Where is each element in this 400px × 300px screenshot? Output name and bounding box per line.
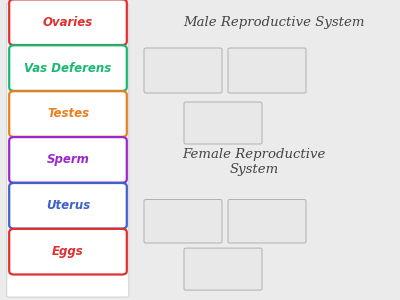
FancyBboxPatch shape xyxy=(9,183,127,229)
Text: Ovaries: Ovaries xyxy=(43,16,93,29)
Text: Testes: Testes xyxy=(47,107,89,121)
Text: Uterus: Uterus xyxy=(46,199,90,212)
Text: Sperm: Sperm xyxy=(46,153,90,167)
FancyBboxPatch shape xyxy=(9,0,127,45)
FancyBboxPatch shape xyxy=(9,91,127,137)
FancyBboxPatch shape xyxy=(144,200,222,243)
FancyBboxPatch shape xyxy=(228,200,306,243)
Text: Female Reproductive
System: Female Reproductive System xyxy=(182,148,326,176)
FancyBboxPatch shape xyxy=(7,4,129,297)
Text: Male Reproductive System: Male Reproductive System xyxy=(183,16,365,29)
Text: Vas Deferens: Vas Deferens xyxy=(24,61,112,75)
FancyBboxPatch shape xyxy=(184,248,262,290)
FancyBboxPatch shape xyxy=(9,229,127,274)
FancyBboxPatch shape xyxy=(9,137,127,183)
FancyBboxPatch shape xyxy=(9,45,127,91)
FancyBboxPatch shape xyxy=(144,48,222,93)
FancyBboxPatch shape xyxy=(184,102,262,144)
Text: Eggs: Eggs xyxy=(52,245,84,258)
FancyBboxPatch shape xyxy=(228,48,306,93)
